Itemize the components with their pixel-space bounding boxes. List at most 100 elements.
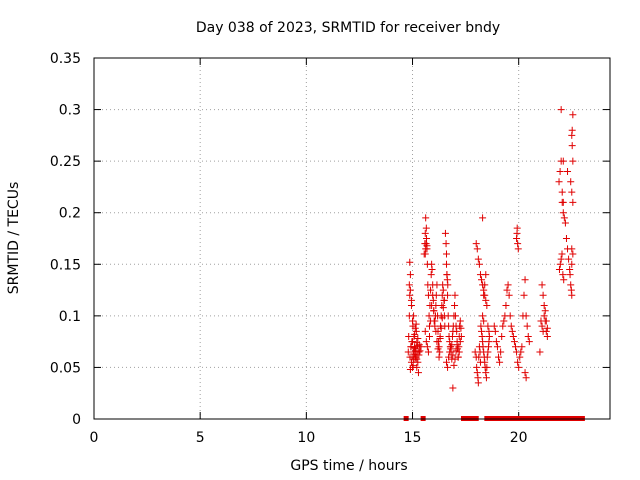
ticks-layer: 0 0.05 0.1 0.15 0.2 0.25 0.3 0.35 0 5 10 15 20 — [50, 51, 610, 446]
data-point — [473, 363, 481, 371]
data-point — [453, 327, 461, 335]
data-point — [410, 350, 418, 358]
data-point — [456, 317, 464, 325]
data-point — [515, 363, 523, 371]
data-point — [444, 291, 452, 299]
data-point — [484, 322, 492, 330]
data-point — [415, 351, 423, 359]
data-point — [483, 353, 491, 361]
data-point — [473, 369, 481, 377]
data-point — [406, 353, 414, 361]
data-point — [567, 178, 575, 186]
data-point — [424, 348, 432, 356]
data-point — [479, 214, 487, 222]
data-point — [422, 214, 430, 222]
data-point — [559, 157, 567, 165]
data-point — [406, 271, 414, 279]
data-point — [423, 343, 431, 351]
data-point — [474, 379, 482, 387]
data-point — [433, 338, 441, 346]
data-point — [479, 312, 487, 320]
data-point — [406, 291, 414, 299]
data-point — [512, 343, 520, 351]
data-point — [480, 317, 488, 325]
data-point — [449, 384, 457, 392]
data-point — [410, 355, 418, 363]
data-point — [542, 327, 550, 335]
data-point — [521, 369, 529, 377]
data-point — [426, 332, 434, 340]
data-point — [477, 322, 485, 330]
data-point — [499, 322, 507, 330]
y-tick-label: 0.35 — [50, 51, 81, 67]
data-point — [557, 255, 565, 263]
data-point — [436, 335, 444, 343]
data-point — [442, 240, 450, 248]
data-point — [483, 363, 491, 371]
data-point — [425, 312, 433, 320]
data-point — [439, 304, 447, 312]
data-point — [543, 324, 551, 332]
data-point — [508, 327, 516, 335]
data-point — [451, 302, 459, 310]
data-point — [421, 327, 429, 335]
data-point — [568, 291, 576, 299]
data-point — [482, 374, 490, 382]
y-tick-label: 0.05 — [50, 360, 81, 376]
data-point — [524, 332, 532, 340]
data-point — [514, 245, 522, 253]
data-point — [411, 330, 419, 338]
data-point — [514, 358, 522, 366]
data-point — [566, 271, 574, 279]
data-point — [516, 353, 524, 361]
data-point — [482, 369, 490, 377]
data-point — [427, 271, 435, 279]
data-point — [568, 245, 576, 253]
data-point — [411, 324, 419, 332]
data-point — [510, 338, 518, 346]
data-point — [565, 255, 573, 263]
chart-title: Day 038 of 2023, SRMTID for receiver bnd… — [196, 20, 500, 36]
data-point — [411, 344, 419, 352]
data-point — [539, 291, 547, 299]
data-point — [543, 332, 551, 340]
data-point — [518, 343, 526, 351]
data-point — [481, 281, 489, 289]
y-tick-label: 0.1 — [59, 309, 81, 325]
data-point — [434, 345, 442, 353]
data-point — [408, 338, 416, 346]
data-point — [414, 369, 422, 377]
data-point — [557, 106, 565, 114]
data-point — [568, 260, 576, 268]
x-tick-label: 5 — [196, 430, 205, 446]
data-point — [540, 312, 548, 320]
data-point — [556, 260, 564, 268]
data-point — [484, 348, 492, 356]
data-point — [483, 302, 491, 310]
data-point — [432, 327, 440, 335]
data-point — [442, 358, 450, 366]
data-point — [437, 324, 445, 332]
data-point — [428, 265, 436, 273]
data-point — [495, 353, 503, 361]
data-point — [457, 332, 465, 340]
data-point — [451, 291, 459, 299]
data-point — [558, 198, 566, 206]
data-point — [555, 178, 563, 186]
data-point — [493, 343, 501, 351]
data-point — [413, 339, 421, 347]
data-point — [558, 250, 566, 258]
data-point — [410, 312, 418, 320]
x-tick-label: 10 — [297, 430, 315, 446]
data-point — [564, 167, 572, 175]
data-point — [569, 250, 577, 258]
data-point — [559, 209, 567, 217]
data-point — [406, 258, 414, 266]
data-point — [480, 291, 488, 299]
data-point — [522, 374, 530, 382]
data-point — [568, 131, 576, 139]
data-point — [428, 302, 436, 310]
data-point — [567, 281, 575, 289]
data-point — [417, 343, 425, 351]
